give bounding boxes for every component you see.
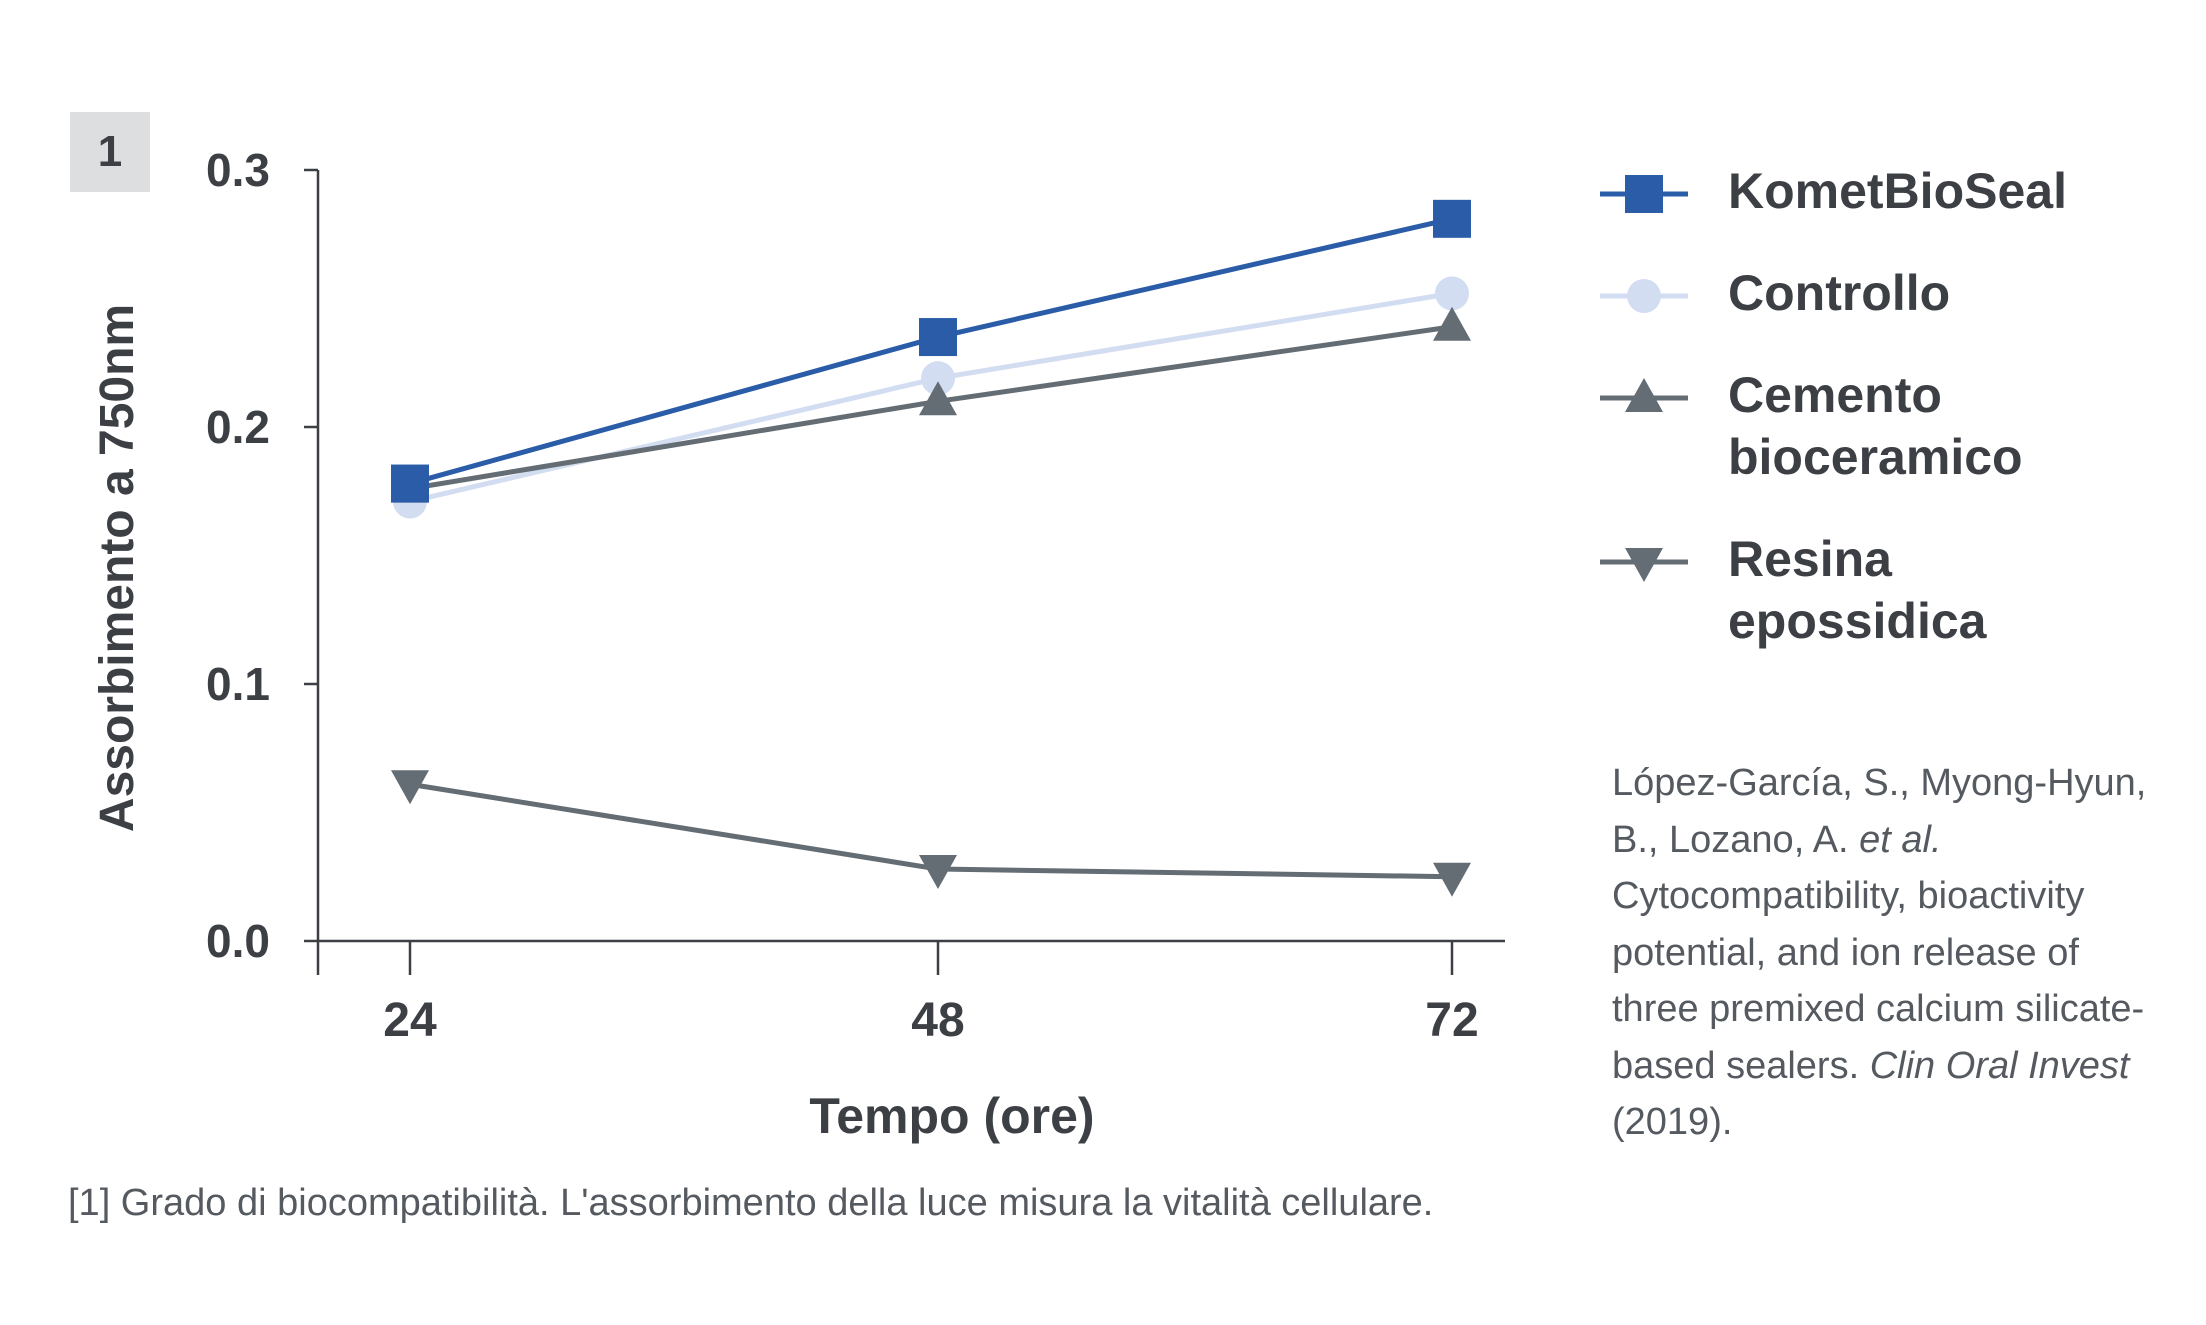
legend-swatch	[1600, 548, 1688, 582]
reference-citation: López-García, S., Myong-Hyun, B., Lozano…	[1612, 755, 2172, 1151]
series-0	[391, 199, 1471, 503]
chart-legend: KometBioSeal Controllo Cemento bioceramico…	[1600, 160, 2160, 692]
legend-item: KometBioSeal	[1600, 160, 2160, 222]
reference-year: (2019).	[1612, 1101, 1733, 1143]
data-point	[919, 318, 957, 357]
reference-etal: et al.	[1859, 818, 1942, 861]
x-tick-label: 72	[1425, 994, 1478, 1047]
x-axis-title: Tempo (ore)	[809, 1088, 1094, 1144]
legend-swatch	[1600, 175, 1688, 213]
legend-swatch	[1600, 279, 1688, 313]
legend-item: Controllo	[1600, 262, 2160, 324]
data-point	[1433, 862, 1471, 897]
data-point	[1433, 199, 1471, 238]
chart-axes: 0.0 0.1 0.2 0.3 24 48 72	[206, 144, 1505, 1047]
legend-label: KometBioSeal	[1728, 163, 2067, 219]
data-point	[391, 464, 429, 503]
legend-label: Cemento bioceramico	[1728, 367, 2023, 485]
legend-swatch-marker	[1625, 378, 1663, 412]
data-point	[1433, 306, 1471, 341]
data-point	[1435, 276, 1469, 311]
figure-number-badge: 1	[70, 112, 150, 192]
series-3	[391, 770, 1471, 897]
reference-authors: López-García, S., Myong-Hyun, B., Lozano…	[1612, 762, 2147, 861]
legend-item: Resina epossidica	[1600, 528, 2160, 652]
data-point	[391, 770, 429, 805]
y-axis-title: Assorbimento a 750nm	[91, 304, 144, 832]
legend-swatch-marker	[1625, 548, 1663, 582]
reference-journal: Clin Oral Invest	[1869, 1044, 2130, 1087]
reference-title: Cytocompatibility, bioactivity potential…	[1612, 875, 2145, 1087]
x-tick-label: 48	[911, 994, 964, 1047]
legend-swatch	[1600, 378, 1688, 412]
legend-item: Cemento bioceramico	[1600, 364, 2160, 488]
x-tick-label: 24	[383, 994, 437, 1047]
legend-label: Resina epossidica	[1728, 531, 1987, 649]
y-tick-label: 0.1	[206, 658, 270, 710]
data-point	[919, 381, 957, 416]
legend-swatch-marker	[1625, 175, 1663, 213]
y-tick-label: 0.2	[206, 401, 270, 453]
chart-series	[391, 199, 1471, 897]
legend-swatch-marker	[1627, 279, 1661, 313]
data-point	[921, 361, 955, 396]
data-point	[919, 855, 957, 890]
legend-label: Controllo	[1728, 265, 1951, 321]
figure-caption: [1] Grado di biocompatibilità. L'assorbi…	[68, 1182, 1434, 1224]
y-tick-label: 0.0	[206, 915, 270, 967]
y-tick-label: 0.3	[206, 144, 270, 196]
